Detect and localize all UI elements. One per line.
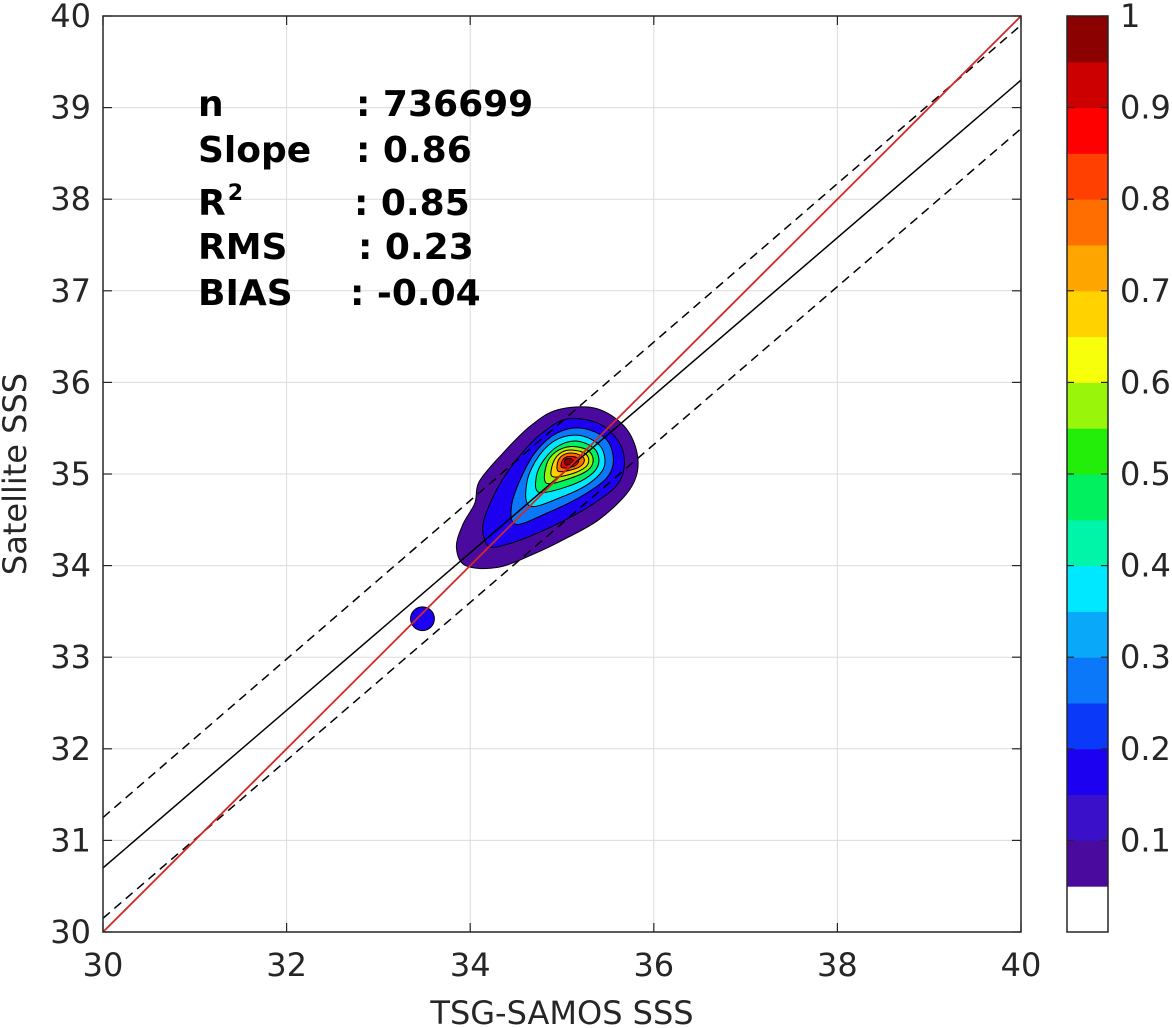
colorbar-tick-label: 0.5 bbox=[1120, 455, 1171, 493]
stat-value-slope: : 0.86 bbox=[356, 130, 472, 171]
colorbar-segment-11 bbox=[1067, 428, 1108, 475]
colorbar-tick-label: 0.4 bbox=[1120, 547, 1171, 585]
colorbar-segment-16 bbox=[1067, 199, 1108, 246]
colorbar-segment-13 bbox=[1067, 336, 1108, 383]
x-tick-label: 32 bbox=[266, 946, 307, 984]
colorbar-segment-7 bbox=[1067, 611, 1108, 658]
y-tick-labels: 30 31 32 33 34 35 36 37 38 39 40 bbox=[50, 0, 91, 951]
y-tick-label: 34 bbox=[50, 547, 91, 585]
stat-value-bias: : -0.04 bbox=[350, 273, 481, 314]
colorbar-segment-1 bbox=[1067, 886, 1108, 933]
grid-lines bbox=[102, 15, 1022, 933]
y-tick-label: 38 bbox=[50, 180, 91, 218]
colorbar-tick-label: 0.3 bbox=[1120, 638, 1171, 676]
colorbar-segment-19 bbox=[1067, 61, 1108, 109]
stat-value-r: : 0.85 bbox=[354, 183, 470, 224]
y-tick-label: 36 bbox=[50, 363, 91, 401]
y-tick-label: 39 bbox=[50, 89, 91, 127]
y-axis-label: Satellite SSS bbox=[0, 373, 34, 575]
lower-bound-line bbox=[103, 128, 1021, 919]
colorbar-segment-17 bbox=[1067, 153, 1108, 200]
upper-bound-line bbox=[103, 24, 1021, 819]
colorbar-segment-5 bbox=[1067, 703, 1108, 750]
y-tick-label: 32 bbox=[50, 730, 91, 768]
colorbar-segment-2 bbox=[1067, 840, 1108, 887]
stat-label-slope: Slope bbox=[198, 130, 311, 171]
x-tick-label: 30 bbox=[83, 946, 124, 984]
y-tick-label: 35 bbox=[50, 455, 91, 493]
x-tick-label: 34 bbox=[450, 946, 491, 984]
colorbar-tick-label: 0.7 bbox=[1120, 272, 1171, 310]
x-tick-labels: 30 32 34 36 38 40 bbox=[83, 946, 1042, 984]
y-tick-label: 30 bbox=[50, 913, 91, 951]
x-axis-label: TSG-SAMOS SSS bbox=[429, 994, 693, 1028]
colorbar-tick-label: 0.9 bbox=[1120, 89, 1171, 127]
axis-ticks bbox=[102, 15, 1022, 933]
colorbar-segment-6 bbox=[1067, 657, 1108, 704]
x-tick-label: 36 bbox=[633, 946, 674, 984]
colorbar-tick-label: 0.8 bbox=[1120, 180, 1171, 218]
y-tick-label: 33 bbox=[50, 638, 91, 676]
x-tick-label: 40 bbox=[1001, 946, 1042, 984]
y-tick-label: 40 bbox=[50, 0, 91, 35]
colorbar-segment-20 bbox=[1067, 16, 1108, 63]
x-tick-label: 38 bbox=[817, 946, 858, 984]
colorbar-segment-10 bbox=[1067, 474, 1108, 521]
stat-value-rms: : 0.23 bbox=[358, 227, 474, 268]
colorbar-segment-9 bbox=[1067, 519, 1108, 567]
colorbar: 0.1 0.2 0.3 0.4 0.5 0.6 0.7 0.8 0.9 1 bbox=[1066, 0, 1171, 933]
colorbar-tick-label: 0.2 bbox=[1120, 730, 1171, 768]
colorbar-segment-14 bbox=[1067, 290, 1108, 338]
colorbar-tick-label: 0.6 bbox=[1120, 363, 1171, 401]
colorbar-segment-15 bbox=[1067, 245, 1108, 292]
stat-label-n: n bbox=[198, 84, 224, 125]
colorbar-tick-label: 0.1 bbox=[1120, 821, 1171, 859]
colorbar-segment-12 bbox=[1067, 382, 1108, 429]
colorbar-segment-3 bbox=[1067, 794, 1108, 841]
one-to-one-line bbox=[103, 16, 1021, 932]
stat-value-n: : 736699 bbox=[356, 84, 533, 125]
density-blob-small bbox=[410, 606, 435, 632]
y-tick-label: 31 bbox=[50, 821, 91, 859]
colorbar-segment-18 bbox=[1067, 107, 1108, 154]
reference-lines bbox=[103, 16, 1021, 932]
colorbar-segment-8 bbox=[1067, 565, 1108, 612]
stat-label-bias: BIAS bbox=[198, 273, 293, 314]
colorbar-segment-4 bbox=[1067, 748, 1108, 796]
stat-label-rms: RMS bbox=[198, 227, 287, 268]
y-tick-label: 37 bbox=[50, 272, 91, 310]
colorbar-tick-label: 1 bbox=[1120, 0, 1140, 35]
